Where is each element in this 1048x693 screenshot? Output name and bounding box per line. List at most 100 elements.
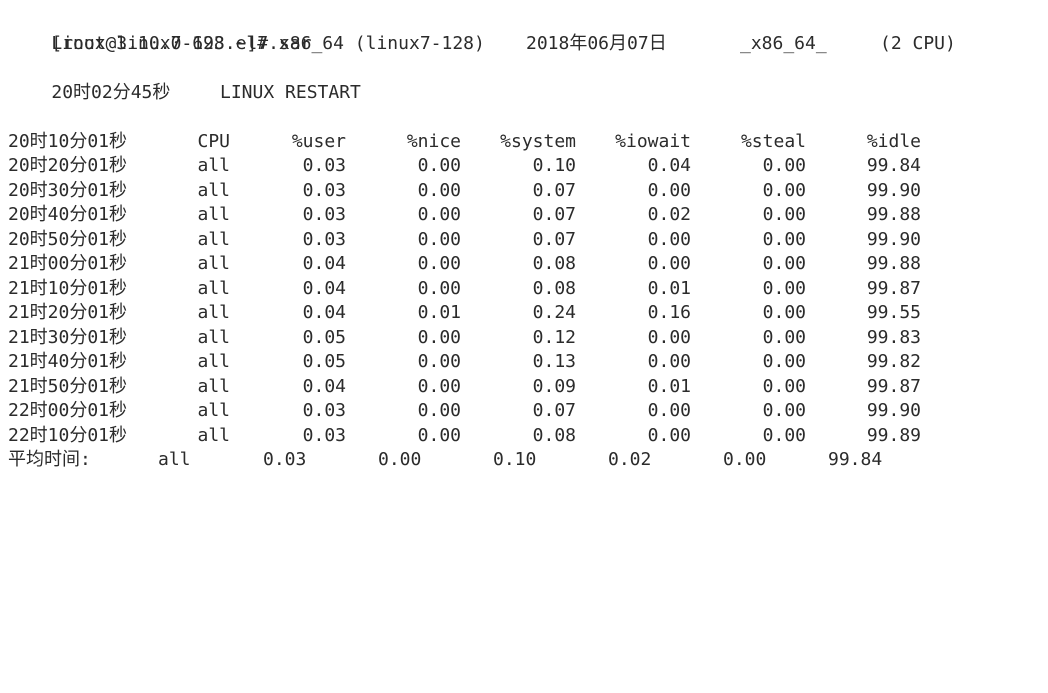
- row-idle: 99.82: [866, 351, 921, 372]
- row-cpu: all: [197, 253, 230, 274]
- row-idle: 99.87: [866, 277, 921, 299]
- row-nice: 0.00: [417, 204, 461, 225]
- average-steal: 0.00: [723, 449, 767, 470]
- row-user: 0.04: [302, 375, 346, 397]
- average-iowait: 0.02: [608, 449, 652, 470]
- row-user: 0.03: [302, 204, 346, 225]
- row-time: 22时00分01秒: [8, 400, 128, 421]
- row-time: 21时20分01秒: [8, 302, 128, 323]
- table-row: 21时00分01秒 all 0.04 0.00 0.08 0.00 0.00 9…: [8, 252, 1048, 277]
- row-time: 20时30分01秒: [8, 179, 128, 201]
- row-system: 0.07: [532, 204, 576, 225]
- header-steal: %steal: [740, 130, 806, 152]
- table-row: 21时50分01秒 all 0.04 0.00 0.09 0.01 0.00 9…: [8, 375, 1048, 400]
- row-user: 0.04: [302, 253, 346, 274]
- row-user: 0.05: [302, 351, 346, 372]
- row-steal: 0.00: [762, 400, 806, 421]
- row-idle: 99.55: [866, 302, 921, 323]
- row-system: 0.07: [532, 228, 576, 250]
- row-steal: 0.00: [762, 302, 806, 323]
- row-steal: 0.00: [762, 204, 806, 225]
- row-time: 21时50分01秒: [8, 375, 128, 397]
- row-idle: 99.88: [866, 204, 921, 225]
- row-steal: 0.00: [762, 277, 806, 299]
- row-nice: 0.00: [417, 228, 461, 250]
- row-iowait: 0.02: [647, 204, 691, 225]
- table-row: 20时30分01秒 all 0.03 0.00 0.07 0.00 0.00 9…: [8, 179, 1048, 204]
- restart-line: 20时02分45秒 LINUX RESTART: [8, 81, 1048, 106]
- table-row: 20时50分01秒 all 0.03 0.00 0.07 0.00 0.00 9…: [8, 228, 1048, 253]
- row-iowait: 0.16: [647, 302, 691, 323]
- header-user: %user: [291, 130, 346, 152]
- row-user: 0.03: [302, 179, 346, 201]
- row-user: 0.05: [302, 326, 346, 348]
- row-user: 0.04: [302, 302, 346, 323]
- terminal-output[interactable]: [root@linux7-128 ~]# sar Linux 3.10.0-69…: [0, 0, 1048, 481]
- row-idle: 99.89: [866, 424, 921, 446]
- row-iowait: 0.00: [647, 424, 691, 446]
- row-iowait: 0.00: [647, 326, 691, 348]
- row-time: 20时20分01秒: [8, 155, 128, 176]
- row-idle: 99.90: [866, 228, 921, 250]
- cpu-count: (2 CPU): [880, 32, 956, 54]
- row-nice: 0.00: [417, 424, 461, 446]
- row-nice: 0.00: [417, 375, 461, 397]
- row-steal: 0.00: [762, 326, 806, 348]
- row-nice: 0.00: [417, 277, 461, 299]
- row-time: 20时50分01秒: [8, 228, 128, 250]
- row-cpu: all: [197, 375, 230, 397]
- row-system: 0.09: [532, 375, 576, 397]
- row-iowait: 0.00: [647, 400, 691, 421]
- row-iowait: 0.04: [647, 155, 691, 176]
- row-user: 0.03: [302, 424, 346, 446]
- row-time: 21时00分01秒: [8, 253, 128, 274]
- row-iowait: 0.00: [647, 228, 691, 250]
- row-cpu: all: [197, 228, 230, 250]
- row-system: 0.08: [532, 424, 576, 446]
- row-steal: 0.00: [762, 179, 806, 201]
- row-cpu: all: [197, 179, 230, 201]
- row-idle: 99.90: [866, 400, 921, 421]
- command-prompt-line: [root@linux7-128 ~]# sar: [8, 7, 1048, 54]
- row-cpu: all: [197, 302, 230, 323]
- header-nice: %nice: [406, 130, 461, 152]
- table-body: 20时20分01秒 all 0.03 0.00 0.10 0.04 0.00 9…: [8, 154, 1048, 448]
- row-idle: 99.88: [866, 253, 921, 274]
- table-row: 21时20分01秒 all 0.04 0.01 0.24 0.16 0.00 9…: [8, 301, 1048, 326]
- row-cpu: all: [197, 424, 230, 446]
- row-system: 0.08: [532, 253, 576, 274]
- row-time: 20时40分01秒: [8, 204, 128, 225]
- row-system: 0.24: [532, 302, 576, 323]
- row-user: 0.03: [302, 400, 346, 421]
- row-iowait: 0.01: [647, 375, 691, 397]
- average-idle: 99.84: [828, 449, 883, 470]
- row-system: 0.13: [532, 351, 576, 372]
- row-steal: 0.00: [762, 228, 806, 250]
- header-cpu: CPU: [197, 130, 230, 152]
- row-system: 0.10: [532, 155, 576, 176]
- header-iowait: %iowait: [615, 130, 691, 152]
- row-nice: 0.00: [417, 326, 461, 348]
- row-idle: 99.83: [866, 326, 921, 348]
- average-row: 平均时间: all 0.03 0.00 0.10 0.02 0.00 99.84: [8, 448, 1048, 473]
- row-idle: 99.84: [866, 155, 921, 176]
- command-prompt: [root@linux7-128 ~]# sar: [51, 32, 312, 54]
- row-idle: 99.87: [866, 375, 921, 397]
- row-nice: 0.00: [417, 253, 461, 274]
- row-user: 0.03: [302, 155, 346, 176]
- row-nice: 0.00: [417, 351, 461, 372]
- row-cpu: all: [197, 277, 230, 299]
- row-system: 0.08: [532, 277, 576, 299]
- row-cpu: all: [197, 204, 230, 225]
- row-time: 22时10分01秒: [8, 424, 128, 446]
- architecture: _x86_64_: [740, 32, 827, 54]
- report-date: 2018年06月07日: [526, 32, 667, 54]
- system-info-line: Linux 3.10.0-693.el7.x86_64 (linux7-128)…: [8, 32, 1048, 57]
- table-header-row: 20时10分01秒 CPU %user %nice %system %iowai…: [8, 130, 1048, 155]
- header-system: %system: [500, 130, 576, 152]
- row-steal: 0.00: [762, 424, 806, 446]
- average-label: 平均时间:: [8, 449, 91, 470]
- row-iowait: 0.00: [647, 179, 691, 201]
- row-iowait: 0.00: [647, 351, 691, 372]
- row-idle: 99.90: [866, 179, 921, 201]
